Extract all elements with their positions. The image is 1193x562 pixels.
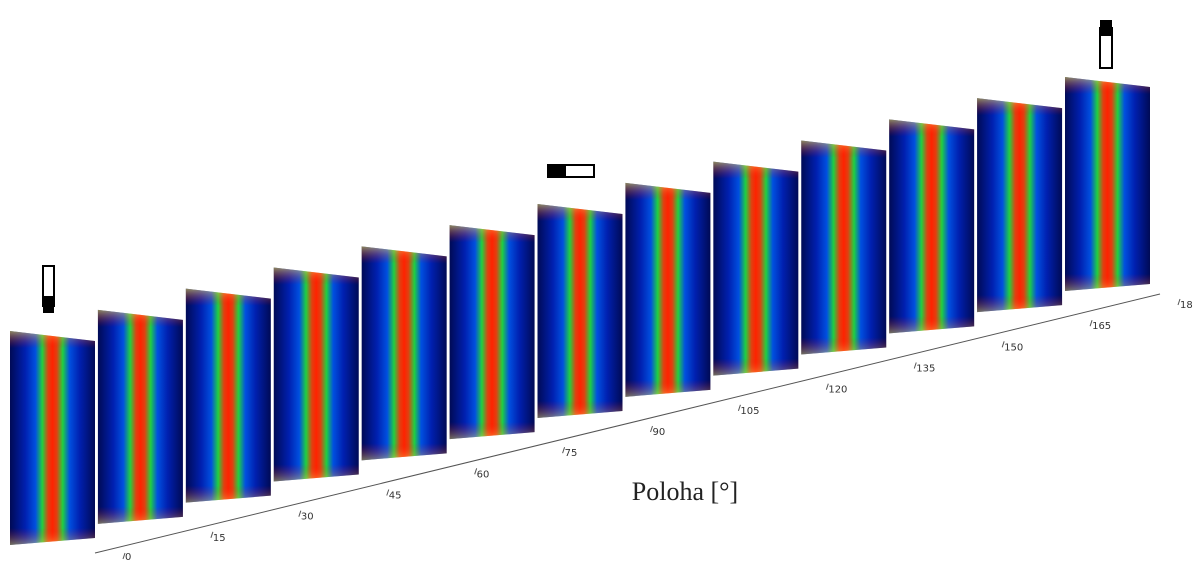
- tick-label: 135: [916, 364, 935, 375]
- heatmap-panel-tips: [625, 183, 710, 397]
- axis-title: Poloha [°]: [632, 477, 738, 506]
- tick-label: 15: [213, 533, 226, 544]
- heatmap-panel-tips: [186, 289, 271, 503]
- heatmap-panel-tips: [1065, 77, 1150, 291]
- tick-label: 150: [1004, 342, 1023, 353]
- tick-label: 165: [1092, 321, 1111, 332]
- tick-label: 120: [828, 385, 847, 396]
- figure: 0 15 30 45 60 75 90 105 120 135 150 165 180 Poloha […: [0, 0, 1193, 562]
- tick-label: 105: [740, 406, 759, 417]
- heatmap-panel-tips: [274, 268, 359, 482]
- arrow-up: [1100, 20, 1112, 68]
- heatmap-panel-tips: [889, 119, 974, 333]
- heatmap-panel-tips: [10, 331, 95, 545]
- tick-label: 75: [565, 448, 578, 459]
- arrow-left: [548, 165, 594, 177]
- tick-label: 0: [125, 552, 131, 562]
- heatmap-panel-tips: [362, 246, 447, 460]
- tick-label: 30: [301, 512, 314, 523]
- tick-label: 60: [477, 469, 490, 480]
- tick-label: 45: [389, 491, 402, 502]
- tick-label: 90: [653, 427, 666, 438]
- heatmap-panel-tips: [713, 162, 798, 376]
- heatmap-panel-tips: [538, 204, 623, 418]
- arrow-down: [43, 266, 54, 313]
- panels: [10, 77, 1150, 545]
- heatmap-panel-tips: [98, 310, 183, 524]
- heatmap-panel-tips: [450, 225, 535, 439]
- heatmap-panel-tips: [977, 98, 1062, 312]
- heatmap-panel-tips: [801, 141, 886, 355]
- tick-label: 180: [1180, 300, 1193, 311]
